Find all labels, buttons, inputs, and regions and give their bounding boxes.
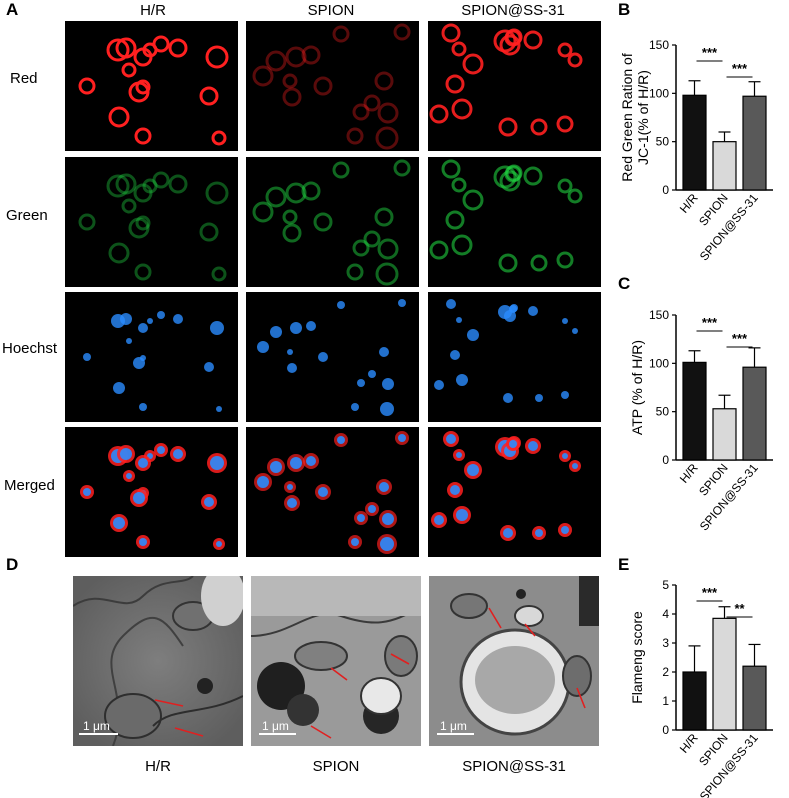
chart-e-bar-0 — [682, 671, 707, 731]
column-header-spion: SPION — [307, 2, 355, 19]
chart-c-ytick-label: 0 — [662, 453, 669, 467]
chart-e-sig-label-1: ** — [734, 601, 745, 616]
fluorescence-image-red-2 — [428, 21, 601, 151]
tem-image-spion-ss31 — [429, 576, 599, 746]
chart-b-bar-1 — [712, 141, 737, 191]
chart-c-xtick-label-0: H/R — [677, 461, 701, 486]
row-label-hoechst: Hoechst — [2, 340, 58, 357]
chart-e-ytick-label: 5 — [662, 578, 669, 592]
scale-bar-label-spion: 1 μm — [262, 719, 289, 733]
chart-e-xtick-label-0: H/R — [677, 731, 701, 756]
panel-label-e: E — [618, 555, 630, 574]
chart-e-ylabel: Flameng score — [629, 611, 645, 704]
row-label-red: Red — [10, 70, 38, 87]
chart-c-bar-2 — [742, 366, 767, 461]
chart-b-xtick-label-0: H/R — [677, 191, 701, 216]
chart-c-ytick-label: 100 — [649, 356, 669, 370]
chart-c-bar-1 — [712, 408, 737, 461]
panel-label-a: A — [6, 0, 19, 19]
panel-label-b: B — [618, 0, 631, 19]
chart-b-ylabel-line1: Red Green Ration of — [619, 53, 635, 182]
chart-b-sig-label-0: *** — [702, 45, 718, 60]
fluorescence-image-merged-0 — [65, 427, 238, 557]
chart-c-ylabel: ATP (% of H/R) — [629, 340, 645, 435]
chart-b-ytick-label: 150 — [649, 38, 669, 52]
chart-b-ytick-label: 0 — [662, 183, 669, 197]
chart-e-sig-label-0: *** — [702, 585, 718, 600]
chart-c-sig-label-0: *** — [702, 315, 718, 330]
tem-image-hr — [73, 576, 243, 746]
chart-b-ytick-label: 50 — [656, 135, 670, 149]
chart-e-ytick-label: 3 — [662, 636, 669, 650]
row-label-merged: Merged — [4, 477, 55, 494]
fluorescence-image-green-1 — [246, 157, 419, 287]
tem-label-spion: SPION — [312, 758, 360, 775]
column-header-spion-ss31: SPION@SS-31 — [461, 2, 565, 19]
chart-b: 0 50 100 150 Red Green Ration of JC-1(% of H/… — [619, 38, 773, 263]
fluorescence-image-red-1 — [246, 21, 419, 151]
fluorescence-image-merged-1 — [246, 427, 419, 557]
chart-c-ytick-label: 150 — [649, 308, 669, 322]
chart-c-sig-label-1: *** — [732, 331, 748, 346]
chart-e-bar-2 — [742, 665, 767, 731]
chart-e-ytick-label: 2 — [662, 665, 669, 679]
scale-bar-label-hr: 1 μm — [83, 719, 110, 733]
chart-e-ytick-label: 0 — [662, 723, 669, 737]
panel-label-c: C — [618, 274, 631, 293]
fluorescence-image-merged-2 — [428, 427, 601, 557]
fluorescence-image-blue-1 — [246, 292, 419, 422]
chart-c-bar-0 — [682, 361, 707, 461]
panel-label-d: D — [6, 555, 19, 574]
fluorescence-image-blue-2 — [428, 292, 601, 422]
chart-e-ytick-label: 4 — [662, 607, 669, 621]
chart-b-ytick-label: 100 — [649, 86, 669, 100]
row-label-green: Green — [6, 207, 48, 224]
fluorescence-image-green-2 — [428, 157, 601, 287]
tem-label-spion-ss31: SPION@SS-31 — [462, 758, 566, 775]
fluorescence-image-green-0 — [65, 157, 238, 287]
chart-b-ylabel-line2: JC-1(% of H/R) — [635, 70, 651, 165]
chart-b-sig-label-1: *** — [732, 61, 748, 76]
chart-c-ytick-label: 50 — [656, 405, 670, 419]
tem-label-hr: H/R — [145, 758, 171, 775]
chart-e-ytick-label: 1 — [662, 694, 669, 708]
chart-b-bar-2 — [742, 95, 767, 191]
chart-b-bar-0 — [682, 94, 707, 191]
chart-e-bar-1 — [712, 617, 737, 731]
column-header-hr: H/R — [140, 2, 166, 19]
tem-image-spion — [251, 576, 421, 746]
fluorescence-image-blue-0 — [65, 292, 238, 422]
scale-bar-label-spion-ss31: 1 μm — [440, 719, 467, 733]
fluorescence-image-red-0 — [65, 21, 238, 151]
